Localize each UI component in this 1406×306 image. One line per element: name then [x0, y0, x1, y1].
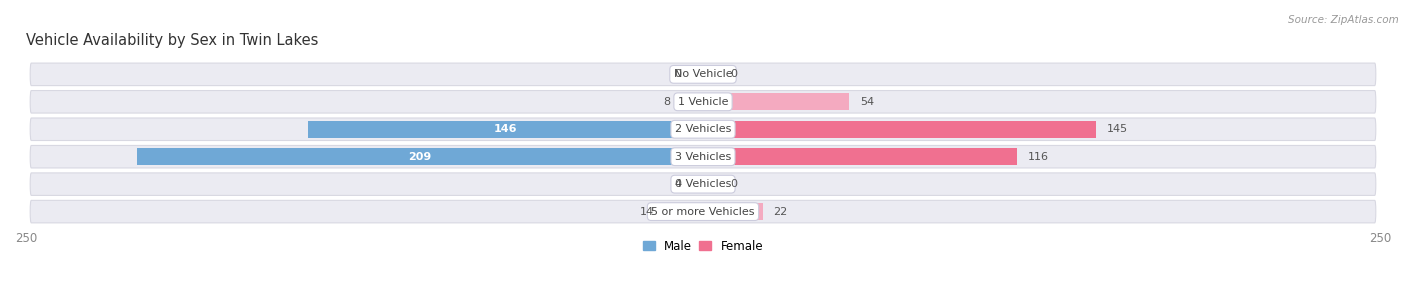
Text: 0: 0 — [730, 179, 737, 189]
Bar — [665, 203, 703, 220]
Text: 3 Vehicles: 3 Vehicles — [675, 152, 731, 162]
Text: 8: 8 — [664, 97, 671, 107]
Bar — [686, 66, 703, 83]
Text: 14: 14 — [640, 207, 654, 217]
FancyBboxPatch shape — [30, 91, 1376, 113]
Text: 5 or more Vehicles: 5 or more Vehicles — [651, 207, 755, 217]
Text: 146: 146 — [494, 124, 517, 134]
Bar — [703, 121, 1095, 138]
Bar — [308, 121, 703, 138]
Text: 54: 54 — [860, 97, 875, 107]
Text: 209: 209 — [408, 152, 432, 162]
Text: 0: 0 — [730, 69, 737, 79]
Bar — [138, 148, 703, 165]
Bar — [703, 66, 720, 83]
Text: 22: 22 — [773, 207, 787, 217]
FancyBboxPatch shape — [30, 173, 1376, 196]
Text: Source: ZipAtlas.com: Source: ZipAtlas.com — [1288, 15, 1399, 25]
Legend: Male, Female: Male, Female — [638, 235, 768, 258]
Bar — [703, 148, 1017, 165]
Bar — [686, 176, 703, 193]
Text: 0: 0 — [675, 179, 682, 189]
Text: 145: 145 — [1107, 124, 1128, 134]
Bar — [682, 93, 703, 110]
FancyBboxPatch shape — [30, 63, 1376, 86]
Text: 4 Vehicles: 4 Vehicles — [675, 179, 731, 189]
Bar — [703, 203, 762, 220]
Bar — [703, 93, 849, 110]
FancyBboxPatch shape — [30, 200, 1376, 223]
Text: 116: 116 — [1028, 152, 1049, 162]
FancyBboxPatch shape — [30, 118, 1376, 140]
Text: No Vehicle: No Vehicle — [673, 69, 733, 79]
Text: 2 Vehicles: 2 Vehicles — [675, 124, 731, 134]
Text: Vehicle Availability by Sex in Twin Lakes: Vehicle Availability by Sex in Twin Lake… — [27, 33, 319, 48]
Text: 0: 0 — [675, 69, 682, 79]
Bar — [703, 176, 720, 193]
FancyBboxPatch shape — [30, 145, 1376, 168]
Text: 1 Vehicle: 1 Vehicle — [678, 97, 728, 107]
